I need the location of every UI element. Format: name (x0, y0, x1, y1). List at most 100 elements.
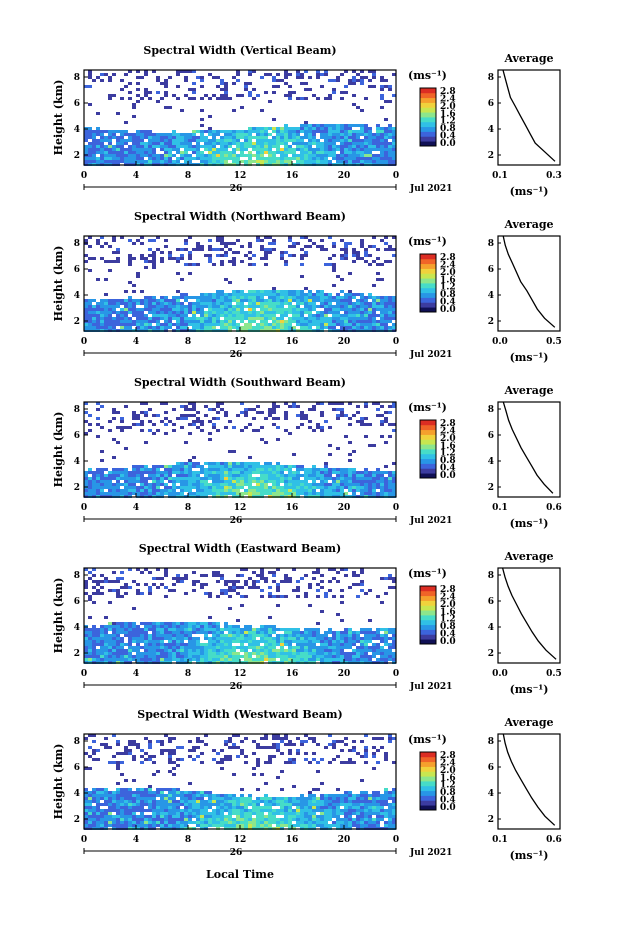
y-tick-label: 4 (74, 291, 80, 301)
colorbar-segment (420, 458, 436, 464)
profile-y-tick-label: 2 (488, 483, 494, 493)
profile-y-tick-label: 6 (488, 763, 494, 773)
colorbar-frame (419, 585, 437, 645)
colorbar-tick: 2.8 (440, 87, 456, 97)
colorbar-tick: 0.8 (440, 622, 456, 632)
x-tick-label: 20 (338, 669, 351, 679)
colorbar-segment (420, 776, 436, 782)
x-tick-label: 20 (338, 171, 351, 181)
profile-x-label: (ms⁻¹) (510, 683, 549, 696)
y-tick-label: 6 (74, 99, 80, 109)
profile-x-tick-label: 0.6 (546, 835, 562, 845)
x-tick-label: 8 (185, 337, 191, 347)
colorbar-unit: (ms⁻¹) (408, 235, 447, 248)
colorbar-tick: 0.8 (440, 124, 456, 134)
colorbar-segment (420, 590, 436, 597)
profile-x-tick-label: 0.5 (546, 669, 562, 679)
colorbar-segment (420, 605, 436, 611)
profile-title: Average (503, 716, 553, 729)
colorbar-segment (420, 444, 436, 450)
profile-frame (497, 733, 561, 830)
y-axis-label: Height (km) (52, 246, 65, 322)
y-axis-label: Height (km) (52, 578, 65, 654)
profile-title: Average (503, 384, 553, 397)
colorbar-segment (420, 624, 436, 630)
y-tick-label: 8 (74, 737, 80, 747)
panel-title: Spectral Width (Vertical Beam) (143, 44, 336, 57)
x-tick-label: 0 (81, 835, 87, 845)
profile-y-tick-label: 8 (488, 239, 494, 249)
profile-x-tick-label: 0.0 (492, 337, 508, 347)
colorbar-segment (420, 297, 436, 303)
y-tick-label: 2 (74, 483, 80, 493)
profile-y-tick-label: 6 (488, 265, 494, 275)
x-tick-label: 0 (393, 171, 399, 181)
y-tick-label: 8 (74, 73, 80, 83)
colorbar-tick: 0.0 (440, 471, 456, 481)
colorbar-segment (420, 263, 436, 269)
colorbar-unit: (ms⁻¹) (408, 733, 447, 746)
colorbar-tick: 1.2 (440, 449, 456, 459)
profile-x-tick-label: 0.5 (546, 337, 562, 347)
x-tick-label: 16 (286, 171, 299, 181)
date-label: Jul 2021 (409, 848, 452, 858)
panel-4: Spectral Width (Eastward Beam) 2 4 6 8 Height… (52, 542, 562, 696)
x-tick-label: 20 (338, 337, 351, 347)
colorbar-segment (420, 424, 436, 431)
colorbar-segment (420, 307, 436, 313)
colorbar-segment (420, 287, 436, 294)
profile-y-tick-label: 8 (488, 405, 494, 415)
colorbar-segment (420, 600, 436, 606)
profile-y-tick-label: 2 (488, 317, 494, 327)
colorbar-tick: 2.0 (440, 766, 456, 776)
x-tick-label: 4 (133, 835, 139, 845)
colorbar-segment (420, 619, 436, 626)
colorbar-segment (420, 473, 436, 479)
x-tick-label: 0 (81, 171, 87, 181)
heatmap-cells (84, 236, 396, 332)
colorbar-tick: 2.8 (440, 751, 456, 761)
colorbar-tick: 0.0 (440, 139, 456, 149)
profile-y-tick-label: 6 (488, 99, 494, 109)
profile-line (502, 235, 556, 328)
colorbar-segment (420, 141, 436, 147)
colorbar-tick: 1.6 (440, 109, 456, 119)
profile-y-tick-label: 2 (488, 649, 494, 659)
colorbar-tick: 2.4 (440, 592, 456, 602)
colorbar-segment (420, 92, 436, 99)
y-tick-label: 2 (74, 815, 80, 825)
colorbar-segment (420, 112, 436, 118)
colorbar-tick: 1.6 (440, 275, 456, 285)
profile-x-tick-label: 0.1 (492, 835, 508, 845)
colorbar-tick: 2.4 (440, 758, 456, 768)
colorbar-segment (420, 795, 436, 801)
profile-line (502, 69, 556, 162)
x-tick-label: 8 (185, 171, 191, 181)
profile-y-tick-label: 4 (488, 623, 494, 633)
colorbar-segment (420, 595, 436, 601)
x-tick-label: 0 (393, 835, 399, 845)
y-tick-label: 2 (74, 649, 80, 659)
colorbar-segment (420, 610, 436, 616)
x-tick-label: 0 (393, 503, 399, 513)
colorbar-tick: 2.8 (440, 253, 456, 263)
colorbar-segment (420, 258, 436, 265)
colorbar-segment (420, 429, 436, 435)
profile-x-tick-label: 0.1 (492, 171, 508, 181)
y-tick-label: 8 (74, 405, 80, 415)
x-tick-label: 12 (234, 835, 247, 845)
colorbar-segment (420, 761, 436, 767)
profile-y-tick-label: 8 (488, 73, 494, 83)
x-tick-label: 12 (234, 337, 247, 347)
profile-frame (497, 567, 561, 664)
colorbar-segment (420, 752, 436, 758)
colorbar-tick: 2.0 (440, 434, 456, 444)
y-tick-label: 4 (74, 623, 80, 633)
colorbar-segment (420, 107, 436, 113)
day-label: 26 (230, 848, 243, 858)
x-tick-label: 16 (286, 337, 299, 347)
y-tick-label: 4 (74, 125, 80, 135)
colorbar-segment (420, 800, 436, 806)
y-tick-label: 2 (74, 317, 80, 327)
